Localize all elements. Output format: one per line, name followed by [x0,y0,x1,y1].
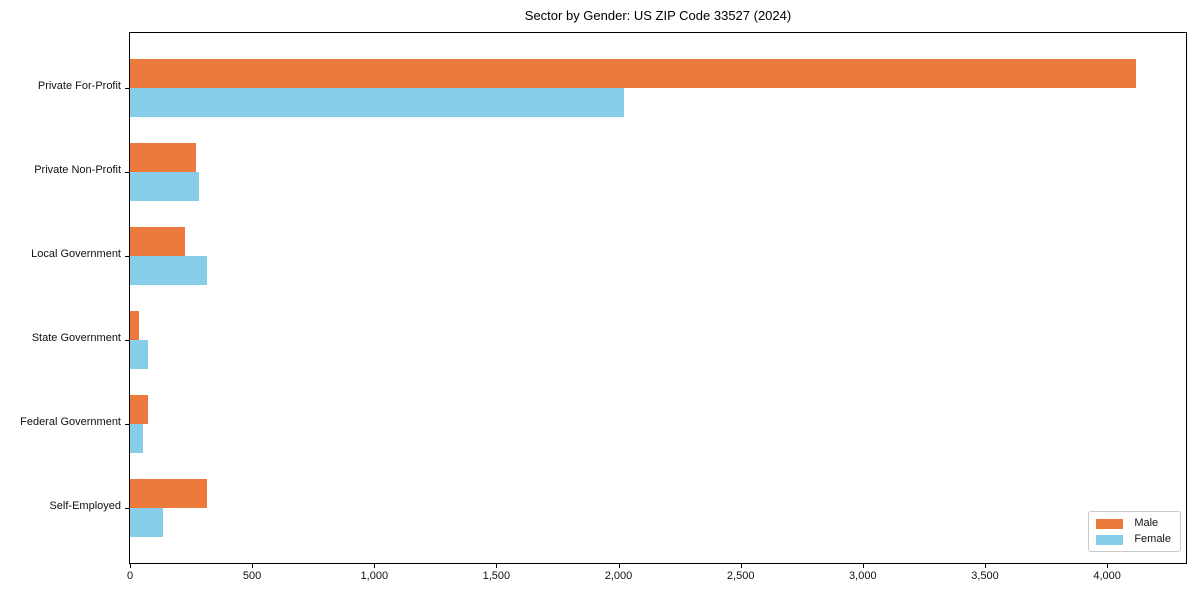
bar-female-private-non-profit [130,172,200,201]
y-tick-mark [125,172,129,173]
x-tick-mark [1107,564,1109,568]
x-tick-label-4000: 4,000 [1093,570,1121,582]
bar-female-local-government [130,256,207,285]
bar-male-federal-government [130,395,148,424]
legend-item-male: Male [1096,518,1171,529]
plot-area: Male Female [129,32,1187,564]
legend-label-male: Male [1134,517,1159,529]
legend-label-female: Female [1134,533,1171,545]
y-category-label-state-government: State Government [31,332,121,344]
x-tick-label-500: 500 [242,570,262,582]
x-tick-label-2000: 2,000 [604,570,633,582]
legend-swatch-female-icon [1096,534,1124,545]
x-tick-label-1000: 1,000 [360,570,389,582]
chart-title: Sector by Gender: US ZIP Code 33527 (202… [524,8,792,23]
y-category-label-self-employed: Self-Employed [49,500,121,512]
x-tick-label-2500: 2,500 [726,570,755,582]
x-tick-mark [496,564,498,568]
bar-female-self-employed [130,508,163,537]
y-tick-mark [125,88,129,89]
x-tick-mark [740,564,742,568]
bar-male-local-government [130,227,185,256]
y-tick-mark [125,340,129,341]
y-tick-mark [125,508,129,509]
bar-female-federal-government [130,424,143,453]
bar-female-private-for-profit [130,88,624,117]
x-tick-mark [252,564,254,568]
y-tick-mark [125,256,129,257]
x-tick-mark [862,564,864,568]
bar-female-state-government [130,340,149,369]
legend: Male Female [1088,511,1181,552]
y-tick-mark [125,424,129,425]
y-category-label-federal-government: Federal Government [20,416,121,428]
x-tick-label-0: 0 [126,570,134,582]
legend-item-female: Female [1096,534,1171,545]
x-tick-label-3500: 3,500 [971,570,999,582]
x-tick-mark [374,564,376,568]
bar-male-private-for-profit [130,59,1136,88]
y-category-label-local-government: Local Government [31,248,121,260]
y-category-label-private-for-profit: Private For-Profit [37,80,121,92]
legend-swatch-male-icon [1096,518,1124,529]
bar-male-self-employed [130,479,208,508]
bar-male-private-non-profit [130,143,197,172]
x-tick-mark [985,564,986,568]
x-tick-mark [618,564,620,568]
x-tick-label-3000: 3,000 [849,570,877,582]
y-category-label-private-non-profit: Private Non-Profit [34,164,121,176]
x-tick-mark [130,564,131,568]
x-tick-label-1500: 1,500 [482,570,511,582]
bar-male-state-government [130,311,139,340]
